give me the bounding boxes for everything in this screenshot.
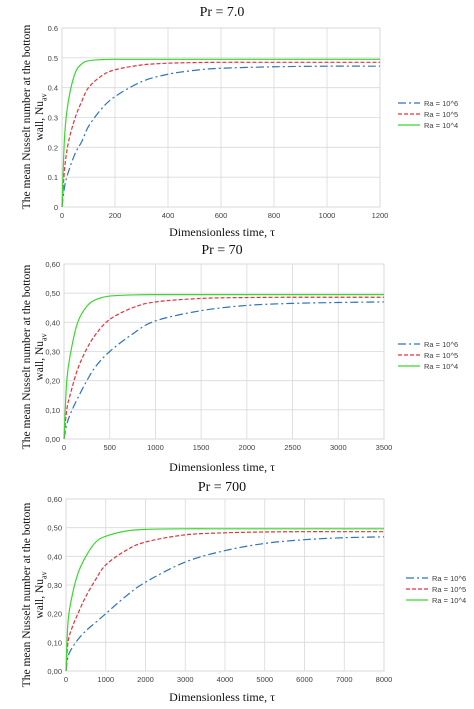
y-tick-label: 0,40 <box>47 552 62 561</box>
y-tick-label: 0.6 <box>48 24 58 33</box>
series-line <box>61 61 380 208</box>
y-tick-label: 0,10 <box>47 638 62 647</box>
x-tick-label: 3000 <box>330 443 347 452</box>
chart-title: Pr = 7.0 <box>199 5 245 20</box>
series-line <box>63 294 384 440</box>
x-tick-label: 8000 <box>376 675 393 684</box>
chart-panel-1: Pr = 7.0 The mean Nusselt number at the … <box>0 0 474 240</box>
y-tick-label: 0,20 <box>45 377 60 386</box>
x-tick-label: 4000 <box>217 675 234 684</box>
x-tick-label: 6000 <box>296 675 313 684</box>
y-tick-label: 0,10 <box>45 406 60 415</box>
y-tick-label: 0,00 <box>47 667 62 676</box>
y-tick-label: 0,00 <box>45 435 60 444</box>
legend-label: Ra = 10^6 <box>424 340 458 349</box>
y-tick-label: 0.5 <box>48 54 58 63</box>
y-tick-label: 0.2 <box>48 143 58 152</box>
legend-label: Ra = 10^4 <box>424 362 458 371</box>
x-tick-label: 1000 <box>319 211 336 220</box>
x-axis-title: Dimensionless time, τ <box>169 460 275 474</box>
legend-label: Ra = 10^6 <box>432 574 466 583</box>
chart-title: Pr = 700 <box>197 480 247 495</box>
x-tick-label: 1000 <box>97 675 114 684</box>
x-tick-label: 800 <box>268 211 281 220</box>
y-tick-label: 0,30 <box>47 581 62 590</box>
series-line <box>65 536 385 672</box>
legend-label: Ra = 10^6 <box>424 99 458 108</box>
x-tick-label: 200 <box>109 211 122 220</box>
legend-label: Ra = 10^5 <box>424 110 458 119</box>
x-tick-label: 0 <box>64 675 68 684</box>
x-tick-label: 7000 <box>336 675 353 684</box>
x-tick-label: 0 <box>60 211 64 220</box>
x-tick-label: 3500 <box>376 443 393 452</box>
legend-label: Ra = 10^4 <box>424 121 458 130</box>
x-tick-label: 2000 <box>137 675 154 684</box>
y-tick-label: 0,60 <box>47 495 62 504</box>
y-tick-label: 0,50 <box>45 289 60 298</box>
y-tick-label: 0.3 <box>48 114 58 123</box>
x-tick-label: 2000 <box>239 443 256 452</box>
x-tick-label: 1500 <box>193 443 210 452</box>
chart-plot-3: 0,00 0,10 0,20 0,30 0,40 0,50 0,60 0 1000 2000 300… <box>47 495 466 684</box>
y-tick-label: 0,60 <box>45 260 60 269</box>
x-axis-title: Dimensionless time, τ <box>169 225 275 239</box>
y-tick-label: 0,50 <box>47 524 62 533</box>
series-line <box>63 301 385 440</box>
legend-label: Ra = 10^5 <box>424 351 458 360</box>
legend-label: Ra = 10^4 <box>432 596 466 605</box>
x-tick-label: 600 <box>215 211 228 220</box>
x-tick-label: 3000 <box>177 675 194 684</box>
series-line <box>61 58 380 208</box>
x-tick-label: 5000 <box>256 675 273 684</box>
y-tick-label: 0 <box>54 203 58 212</box>
x-axis-title: Dimensionless time, τ <box>169 690 275 704</box>
chart-title: Pr = 70 <box>201 243 243 258</box>
y-tick-label: 0,40 <box>45 318 60 327</box>
x-tick-label: 0 <box>62 443 66 452</box>
chart-panel-2: Pr = 70 The mean Nusselt number at the b… <box>0 240 474 478</box>
x-tick-label: 500 <box>103 443 116 452</box>
series-line <box>65 531 384 672</box>
chart-panel-3: Pr = 700 The mean Nusselt number at the … <box>0 478 474 709</box>
series-line <box>61 65 381 208</box>
y-tick-label: 0,20 <box>47 610 62 619</box>
series-line <box>65 528 384 672</box>
x-tick-label: 1000 <box>147 443 164 452</box>
y-tick-label: 0.1 <box>48 173 58 182</box>
series-line <box>63 296 384 440</box>
chart-plot-1: 0 0.1 0.2 0.3 0.4 0.5 0.6 0 200 400 600 800 1000 1200… <box>48 24 459 220</box>
x-tick-label: 400 <box>162 211 175 220</box>
y-tick-label: 0.4 <box>48 84 58 93</box>
x-tick-label: 1200 <box>372 211 389 220</box>
legend-label: Ra = 10^5 <box>432 585 466 594</box>
chart-plot-2: 0,00 0,10 0,20 0,30 0,40 0,50 0,60 0 500 1000 1500… <box>45 260 458 452</box>
y-tick-label: 0,30 <box>45 348 60 357</box>
x-tick-label: 2500 <box>284 443 301 452</box>
